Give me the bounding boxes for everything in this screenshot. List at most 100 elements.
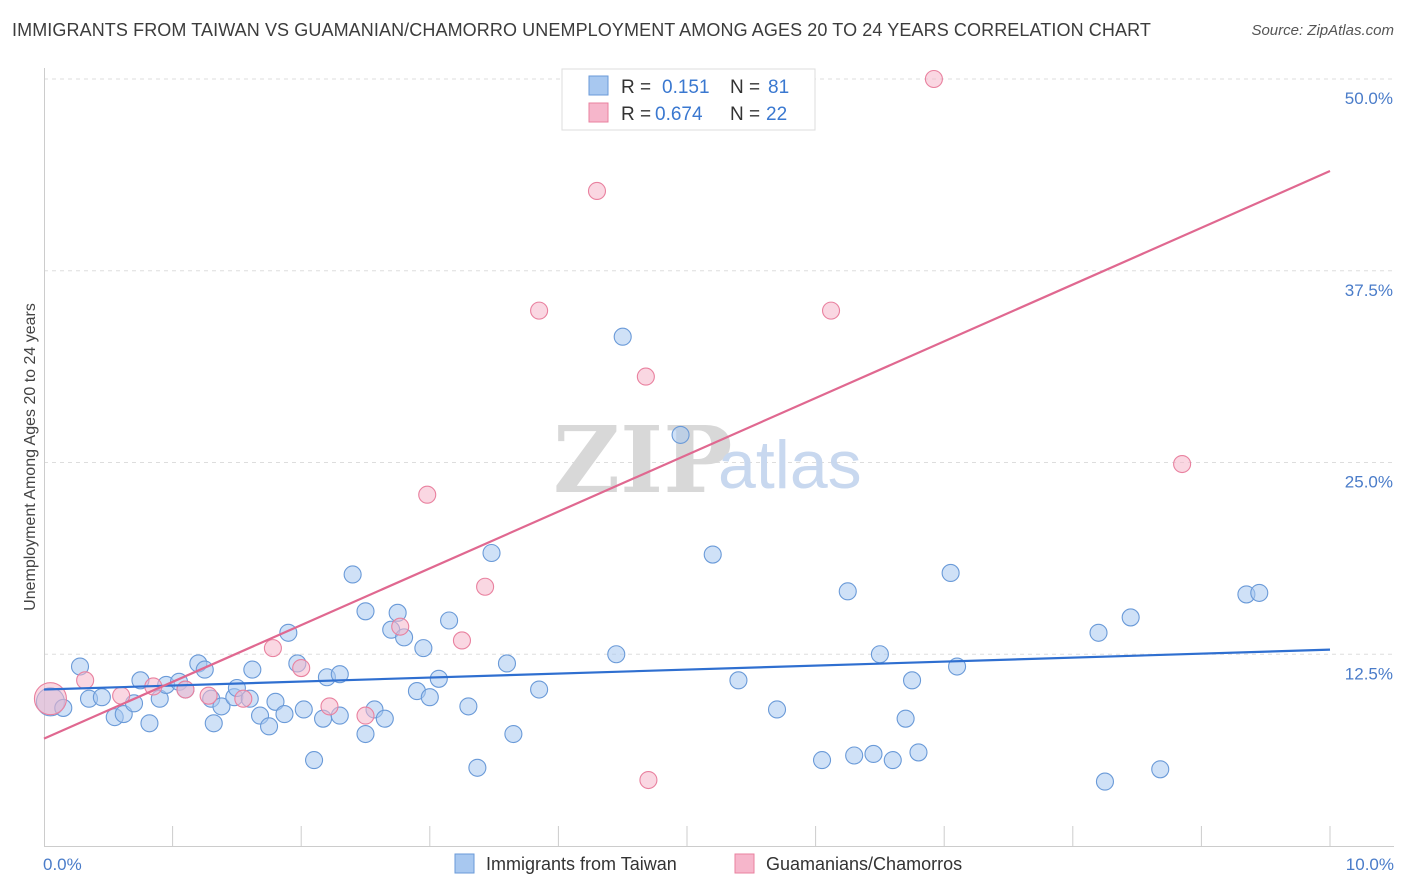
gridlines	[44, 78, 1394, 655]
guam-point	[418, 485, 437, 504]
guam-point	[924, 69, 943, 89]
taiwan-point	[607, 645, 626, 664]
guam-point	[263, 639, 282, 658]
taiwan-point	[845, 746, 864, 765]
taiwan-point	[703, 545, 722, 564]
guam-point	[821, 301, 841, 320]
taiwan-point	[1151, 760, 1170, 779]
taiwan-point	[468, 758, 487, 777]
guam-point	[76, 671, 95, 690]
taiwan-point	[459, 697, 478, 716]
legend-label-taiwan: Immigrants from Taiwan	[486, 854, 677, 874]
guam-point	[530, 301, 549, 320]
guam-point	[639, 770, 658, 790]
stats-legend-swatch-taiwan	[588, 75, 609, 96]
taiwan-point	[440, 611, 459, 630]
taiwan-point	[414, 639, 433, 658]
x-tick-label-min: 0.0%	[43, 855, 82, 874]
taiwan-point	[883, 751, 902, 770]
taiwan-point	[870, 645, 889, 664]
taiwan-point	[212, 697, 231, 716]
taiwan-point	[864, 744, 883, 764]
taiwan-point	[420, 688, 439, 707]
taiwan-trend-line	[43, 648, 1331, 691]
stats-legend-n-value-taiwan: 81	[768, 77, 789, 98]
stats-legend-r-value-taiwan: 0.151	[662, 77, 710, 98]
guam-point	[391, 617, 410, 636]
y-axis-label: Unemployment Among Ages 20 to 24 years	[22, 303, 39, 611]
taiwan-point	[294, 700, 313, 719]
source-credit: Source: ZipAtlas.com	[1251, 22, 1394, 39]
stats-legend-n-label-taiwan: N =	[730, 77, 760, 98]
stats-legend-r-label-taiwan: R =	[621, 77, 651, 98]
guam-point	[587, 181, 607, 201]
watermark-zip: ZIP	[553, 406, 732, 514]
taiwan-point	[266, 692, 285, 711]
legend-swatch-guam	[734, 853, 755, 874]
taiwan-point	[305, 751, 324, 770]
guam-point	[356, 706, 375, 725]
axes	[44, 68, 1394, 847]
taiwan-point	[729, 671, 748, 690]
guam-point	[176, 680, 195, 699]
taiwan-point	[812, 751, 832, 770]
taiwan-point	[275, 705, 294, 724]
x-ticks	[172, 826, 1331, 846]
guam-point	[452, 631, 472, 650]
taiwan-point	[1250, 583, 1269, 602]
watermark-atlas: atlas	[718, 427, 862, 503]
taiwan-point	[330, 665, 349, 684]
taiwan-point	[504, 724, 523, 744]
guam-point	[476, 577, 495, 596]
taiwan-point	[497, 654, 517, 673]
legend-swatch-taiwan	[454, 853, 475, 874]
guam-point	[199, 686, 218, 705]
stats-legend: R = 0.151 N = 81 R = 0.674 N = 22	[561, 68, 816, 131]
y-tick-label: 50.0%	[1345, 89, 1393, 108]
taiwan-point	[941, 563, 960, 582]
taiwan-point	[243, 660, 262, 679]
taiwan-point	[429, 669, 448, 688]
y-tick-label: 12.5%	[1345, 664, 1393, 683]
taiwan-point	[204, 714, 223, 733]
guam-point	[292, 659, 311, 678]
taiwan-point	[838, 582, 857, 601]
stats-legend-n-value-guam: 22	[766, 104, 787, 125]
taiwan-point	[140, 714, 159, 733]
taiwan-point	[896, 709, 915, 728]
series-legend: Immigrants from Taiwan Guamanians/Chamor…	[454, 853, 962, 874]
taiwan-point	[375, 709, 394, 728]
taiwan-point	[482, 543, 501, 563]
legend-label-guam: Guamanians/Chamorros	[766, 854, 962, 874]
guam-point	[33, 682, 67, 716]
guam-point	[320, 697, 339, 716]
taiwan-point	[259, 717, 279, 736]
y-tick-labels: 12.5% 25.0% 37.5% 50.0%	[1345, 89, 1393, 683]
taiwan-point	[1089, 623, 1108, 642]
taiwan-point	[909, 743, 928, 762]
taiwan-point	[671, 425, 690, 444]
taiwan-point	[356, 602, 375, 621]
y-tick-label: 25.0%	[1345, 473, 1393, 492]
taiwan-point	[902, 671, 922, 690]
y-tick-label: 37.5%	[1345, 281, 1393, 300]
guam-trend-line	[43, 170, 1331, 740]
taiwan-point	[1095, 772, 1114, 791]
guam-point	[1173, 454, 1192, 474]
taiwan-point	[530, 680, 549, 699]
stats-legend-n-label-guam: N =	[730, 104, 760, 125]
x-tick-label-max: 10.0%	[1346, 855, 1394, 874]
taiwan-points	[35, 327, 1269, 791]
stats-legend-swatch-guam	[588, 102, 609, 123]
taiwan-point	[343, 565, 362, 584]
stats-legend-r-label-guam: R =	[621, 104, 651, 125]
taiwan-point	[613, 327, 632, 346]
guam-point	[636, 367, 655, 386]
taiwan-point	[92, 688, 111, 707]
taiwan-point	[767, 700, 787, 719]
guam-point	[234, 689, 253, 708]
taiwan-point	[1121, 608, 1140, 627]
chart-title: IMMIGRANTS FROM TAIWAN VS GUAMANIAN/CHAM…	[12, 20, 1151, 40]
taiwan-point	[356, 724, 375, 744]
